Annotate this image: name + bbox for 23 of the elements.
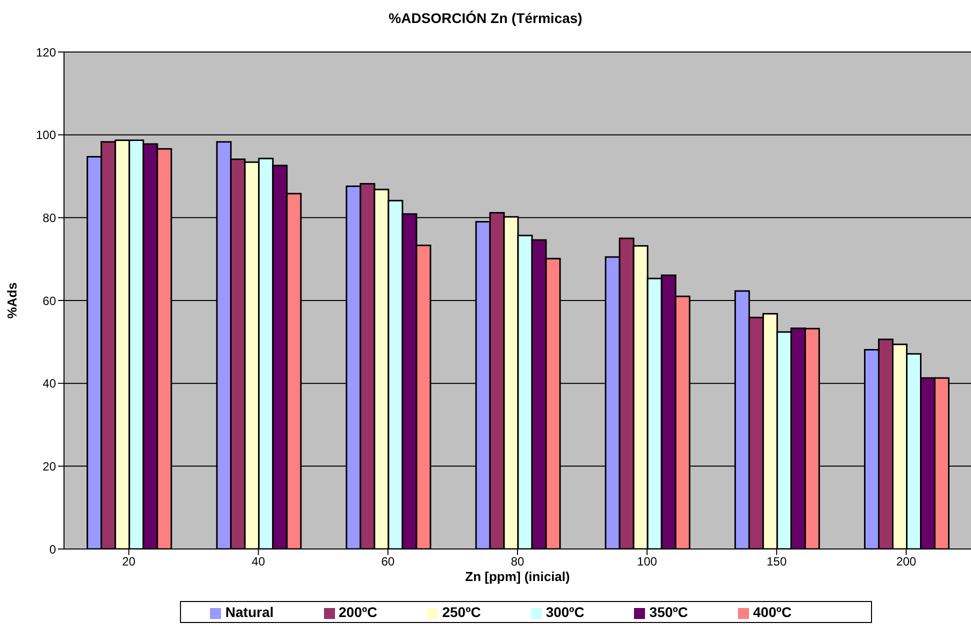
- y-tick-label: 100: [36, 128, 56, 142]
- y-tick-label: 80: [42, 210, 56, 225]
- legend-label: 250ºC: [442, 604, 481, 620]
- x-axis-title: Zn [ppm] (inicial): [465, 569, 570, 584]
- chart-title: %ADSORCIÓN Zn (Térmicas): [388, 10, 584, 26]
- y-tick-label: 40: [42, 376, 56, 391]
- legend-label: 300ºC: [546, 604, 584, 620]
- y-tick-label: 20: [42, 459, 56, 474]
- legend-label: 400ºC: [753, 604, 792, 620]
- x-tick-label: 40: [252, 554, 266, 569]
- x-tick-label: 80: [510, 554, 524, 569]
- x-tick-label: 150: [766, 554, 787, 569]
- y-tick-label: 0: [49, 542, 56, 556]
- y-tick-label: 120: [36, 45, 56, 60]
- x-tick-label: 60: [381, 554, 395, 569]
- x-tick-label: 200: [896, 554, 917, 569]
- x-tick-label: 20: [122, 554, 136, 569]
- x-tick-label: 100: [637, 554, 658, 569]
- legend-label: 200ºC: [338, 604, 378, 620]
- legend-label: Natural: [225, 604, 274, 620]
- y-axis-title: %Ads: [4, 282, 20, 319]
- legend-label: 350ºC: [649, 604, 688, 620]
- y-tick-label: 60: [42, 294, 56, 308]
